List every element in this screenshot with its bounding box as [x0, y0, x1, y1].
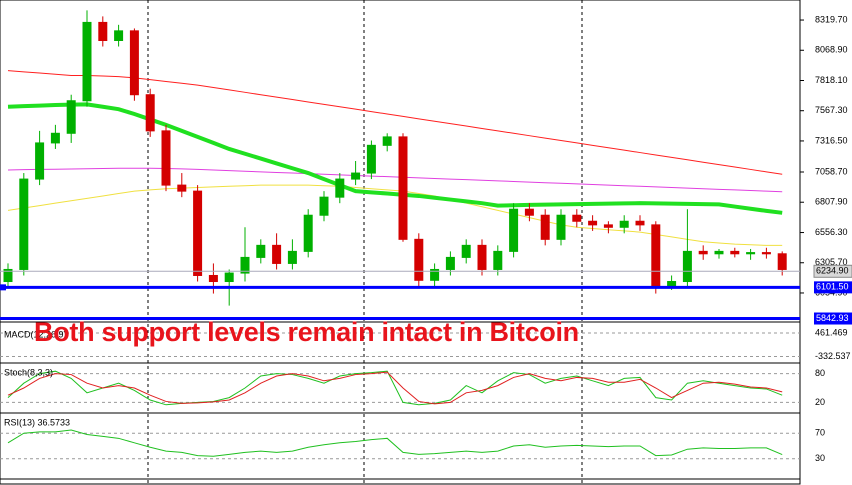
candle-body [493, 250, 503, 270]
candle-body [682, 250, 692, 283]
candle-body [98, 21, 108, 41]
candle-body [414, 238, 424, 281]
candle-body [177, 184, 187, 192]
candle-body [256, 244, 266, 258]
candle-body [50, 132, 60, 144]
candle-body [509, 208, 519, 252]
last-price-label: 6234.90 [816, 266, 849, 276]
candle-body [114, 30, 124, 41]
indicator-line [7, 371, 783, 405]
moving-average [7, 102, 783, 215]
panel-title: RSI(13) 36.5733 [4, 417, 70, 427]
candle-body [129, 30, 139, 96]
candle-body [461, 244, 471, 258]
indicator-line [7, 429, 783, 457]
candle-body [335, 178, 345, 198]
y-tick-label: 7316.50 [815, 135, 848, 145]
y-tick-label: 6305.70 [815, 257, 848, 267]
frame [0, 0, 801, 485]
candle-body [746, 252, 756, 255]
level-label: 6101.50 [816, 282, 849, 292]
annotation: Both support levels remain intact in Bit… [34, 317, 579, 347]
candle-body [430, 268, 440, 281]
moving-average [7, 70, 783, 175]
panel-title: Stoch(8,3,3) [4, 367, 53, 377]
candle-body [240, 256, 250, 274]
candle-body [82, 21, 92, 102]
candle-body [193, 190, 203, 276]
candle-body [651, 224, 661, 289]
y-tick-label: 8068.90 [815, 45, 848, 55]
candle-body [3, 268, 13, 283]
candle-body [603, 224, 613, 228]
candle-body [224, 272, 234, 283]
candle-body [777, 253, 787, 270]
candle-body [524, 208, 534, 216]
moving-average [7, 167, 783, 193]
y-tick-label: 8319.70 [815, 14, 848, 24]
level-box [814, 312, 852, 325]
panel-title: MACD(12,26,9) [4, 329, 67, 339]
y-tick-label: 80 [815, 368, 825, 378]
y-tick-label: -332.537 [815, 351, 851, 361]
indicator-line [7, 370, 783, 406]
candle-body [588, 220, 598, 226]
candle-body [303, 214, 313, 252]
level-label: 5842.93 [816, 313, 849, 323]
candle-body [208, 274, 218, 283]
candle-body [319, 196, 329, 216]
candle-body [572, 214, 582, 222]
candle-body [145, 94, 155, 132]
y-tick-label: 70 [815, 428, 825, 438]
y-tick-label: 7058.70 [815, 166, 848, 176]
candle-body [556, 214, 566, 240]
candle-body [366, 144, 376, 174]
candle-body [635, 220, 645, 226]
y-tick-label: 7818.10 [815, 75, 848, 85]
candle-body [730, 250, 740, 255]
y-tick-label: 6556.30 [815, 227, 848, 237]
candle-body [161, 130, 171, 186]
y-tick-label: 461.469 [815, 327, 848, 337]
candle-body [398, 136, 408, 240]
candle-body [351, 172, 361, 180]
level-box [814, 281, 852, 294]
level-marker [0, 284, 6, 291]
candle-body [445, 256, 455, 270]
candle-body [477, 244, 487, 270]
candle-body [66, 100, 76, 134]
candle-body [287, 250, 297, 264]
last-price-box [813, 264, 852, 278]
y-tick-label: 6807.90 [815, 197, 848, 207]
y-tick-label: 30 [815, 453, 825, 463]
candle-body [761, 252, 771, 255]
candle-body [540, 214, 550, 240]
candle-body [19, 178, 29, 270]
candle-body [382, 136, 392, 146]
y-tick-label: 7567.30 [815, 105, 848, 115]
candle-body [714, 250, 724, 255]
candle-body [698, 250, 708, 255]
candle-body [35, 142, 45, 180]
y-tick-label: 20 [815, 397, 825, 407]
candle-body [619, 220, 629, 228]
candle-body [272, 244, 282, 264]
